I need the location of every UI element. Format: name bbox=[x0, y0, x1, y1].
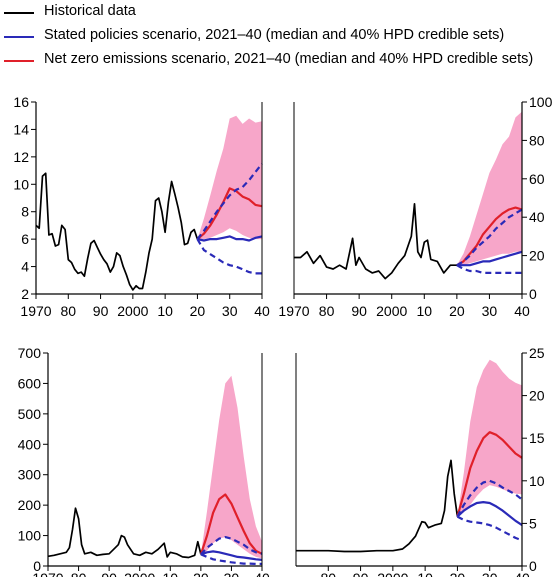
x-tick-label: 20 bbox=[190, 303, 206, 319]
y-tick-label: 400 bbox=[18, 436, 42, 452]
series-line-stated-policies-lower bbox=[456, 515, 523, 542]
series-line-net-zero-median bbox=[196, 187, 263, 240]
x-tick-label: 10 bbox=[157, 303, 173, 319]
chart-panel-bottom-left: 1970809020001020304001002003004005006007… bbox=[18, 345, 270, 577]
series-line-stated-policies-lower bbox=[456, 264, 522, 274]
x-tick-label: 90 bbox=[101, 570, 117, 577]
x-tick-label: 10 bbox=[416, 303, 432, 319]
y-tick-label: 600 bbox=[18, 375, 42, 391]
legend-swatch-stated-policies bbox=[4, 36, 34, 38]
series-line-historical-data bbox=[296, 459, 459, 553]
series-line-historical-data bbox=[35, 172, 199, 291]
y-tick-label: 0 bbox=[529, 286, 537, 302]
x-tick-label: 1970 bbox=[278, 303, 309, 319]
series-line-stated-policies-median bbox=[197, 235, 263, 242]
x-tick-label: 30 bbox=[482, 303, 498, 319]
x-tick-label: 10 bbox=[162, 570, 178, 577]
credible-band-net-zero bbox=[197, 115, 262, 240]
x-tick-label: 20 bbox=[450, 570, 466, 577]
y-tick-label: 100 bbox=[529, 94, 553, 110]
y-tick-label: 700 bbox=[18, 345, 42, 361]
y-tick-label: 5 bbox=[529, 515, 537, 531]
x-tick-label: 80 bbox=[71, 570, 87, 577]
x-tick-label: 40 bbox=[254, 570, 270, 577]
legend: Historical data Stated policies scenario… bbox=[0, 0, 556, 80]
series-line-net-zero-median bbox=[456, 431, 523, 517]
legend-label-historical: Historical data bbox=[44, 3, 136, 19]
y-tick-label: 4 bbox=[21, 259, 29, 275]
x-tick-label: 80 bbox=[319, 303, 335, 319]
x-tick-label: 80 bbox=[60, 303, 76, 319]
x-tick-label: 2000 bbox=[377, 570, 408, 577]
chart-panel-bottom-right: 80 90 2000 10 20 30 400 5 10 15 20 25 bbox=[295, 345, 545, 577]
x-tick-label: 90 bbox=[351, 303, 367, 319]
series-line-net-zero-median bbox=[199, 493, 263, 555]
series-line-stated-policies-median bbox=[456, 501, 523, 527]
x-tick-label: 2000 bbox=[124, 570, 155, 577]
y-tick-label: 2 bbox=[21, 286, 29, 302]
x-tick-label: 90 bbox=[93, 303, 109, 319]
series-line-historical-data bbox=[294, 202, 457, 280]
series-line-stated-policies-upper bbox=[456, 479, 523, 518]
chart-panel-top-left: 1970 80 90 2000 10 20 30 40 2 4 6 8 10 12 14 16 bbox=[13, 94, 270, 319]
y-tick-label: 20 bbox=[529, 388, 545, 404]
y-tick-label: 0 bbox=[529, 558, 537, 574]
series-line-stated-policies-lower bbox=[200, 553, 262, 565]
y-tick-label: 100 bbox=[18, 528, 42, 544]
series-line-stated-policies-upper bbox=[456, 208, 523, 267]
x-tick-label: 80 bbox=[320, 570, 336, 577]
y-tick-label: 20 bbox=[529, 248, 545, 264]
y-tick-label: 80 bbox=[529, 132, 545, 148]
x-tick-label: 90 bbox=[353, 570, 369, 577]
series-line-stated-policies-lower bbox=[196, 238, 262, 275]
y-tick-label: 16 bbox=[13, 94, 29, 110]
credible-band-net-zero bbox=[457, 359, 522, 517]
x-tick-label: 1970 bbox=[32, 570, 63, 577]
legend-swatch-net-zero bbox=[4, 60, 34, 62]
legend-label-stated-policies: Stated policies scenario, 2021–40 (media… bbox=[44, 27, 505, 43]
series-line-historical-data bbox=[47, 507, 202, 559]
x-tick-label: 40 bbox=[254, 303, 270, 319]
x-tick-label: 40 bbox=[514, 303, 530, 319]
x-tick-label: 2000 bbox=[117, 303, 148, 319]
y-tick-label: 12 bbox=[13, 149, 29, 165]
legend-label-net-zero: Net zero emissions scenario, 2021–40 (me… bbox=[44, 51, 534, 67]
y-tick-label: 6 bbox=[21, 231, 29, 247]
y-tick-label: 500 bbox=[18, 406, 42, 422]
y-tick-label: 10 bbox=[13, 176, 29, 192]
series-line-stated-policies-upper bbox=[196, 163, 263, 240]
x-tick-label: 10 bbox=[417, 570, 433, 577]
y-tick-label: 200 bbox=[18, 497, 42, 513]
x-tick-label: 30 bbox=[224, 570, 240, 577]
y-tick-label: 25 bbox=[529, 345, 545, 361]
y-tick-label: 10 bbox=[529, 473, 545, 489]
y-tick-label: 0 bbox=[33, 558, 41, 574]
y-tick-label: 14 bbox=[13, 121, 29, 137]
x-tick-label: 2000 bbox=[376, 303, 407, 319]
y-tick-label: 15 bbox=[529, 430, 545, 446]
x-tick-label: 40 bbox=[514, 570, 530, 577]
series-line-stated-policies-median bbox=[200, 550, 263, 561]
y-tick-label: 8 bbox=[21, 204, 29, 220]
x-tick-label: 30 bbox=[222, 303, 238, 319]
series-line-stated-policies-upper bbox=[200, 536, 263, 556]
x-tick-label: 20 bbox=[449, 303, 465, 319]
legend-swatch-historical bbox=[4, 12, 34, 14]
y-tick-label: 60 bbox=[529, 171, 545, 187]
x-tick-label: 30 bbox=[482, 570, 498, 577]
x-tick-label: 20 bbox=[193, 570, 209, 577]
credible-band-net-zero bbox=[200, 375, 262, 559]
series-line-stated-policies-median bbox=[456, 250, 523, 267]
y-tick-label: 300 bbox=[18, 467, 42, 483]
credible-band-net-zero bbox=[456, 111, 522, 266]
x-tick-label: 1970 bbox=[20, 303, 51, 319]
y-tick-label: 40 bbox=[529, 209, 545, 225]
